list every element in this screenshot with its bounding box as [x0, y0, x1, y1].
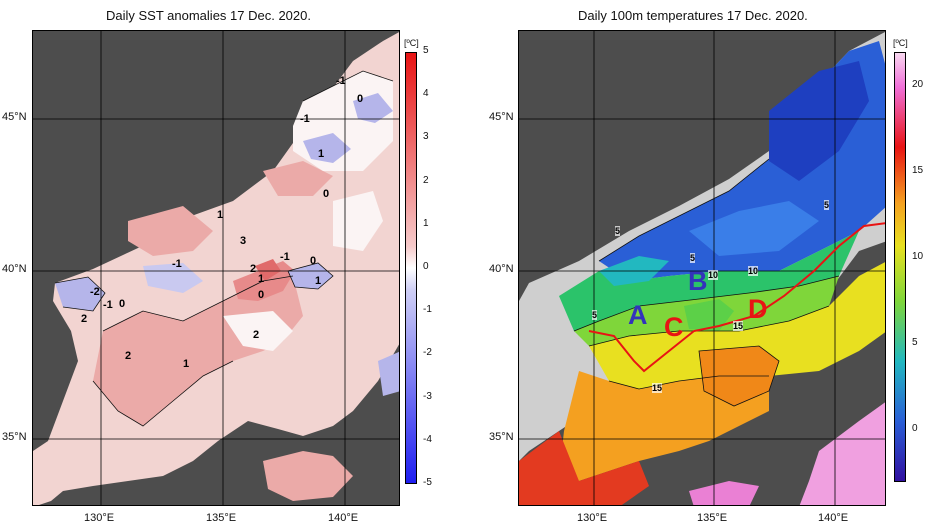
lon-tick-label: 130°E [84, 512, 115, 524]
zone-label: B [688, 266, 708, 296]
temperature-colorbar [894, 52, 906, 482]
lat-tick-label: 35°N [2, 431, 27, 443]
contour-label: 2 [250, 263, 257, 275]
lat-tick-label: 35°N [489, 431, 514, 443]
left-colorbar-unit: [ºC] [404, 38, 419, 48]
colorbar-tick-label: 10 [912, 251, 924, 263]
lon-tick-label: 140°E [328, 512, 359, 524]
contour-label: 0 [323, 188, 330, 200]
contour-label: -1 [103, 299, 113, 311]
contour-label: 0 [258, 289, 265, 301]
zone-label: C [664, 312, 684, 342]
sst-anomaly-map [32, 30, 400, 506]
contour-label: 1 [318, 148, 325, 160]
colorbar-tick-label: 0 [912, 423, 918, 435]
colorbar-tick-label: 15 [912, 165, 924, 177]
lon-tick-label: 140°E [818, 512, 849, 524]
contour-label: 5 [824, 200, 830, 210]
lon-tick-label: 135°E [206, 512, 237, 524]
contour-label: 0 [357, 93, 364, 105]
contour-label: 1 [217, 209, 224, 221]
contour-label: -1 [300, 113, 310, 125]
contour-label: -1 [336, 75, 346, 87]
colorbar-tick-label: -4 [423, 433, 432, 445]
contour-label: 0 [119, 298, 126, 310]
lat-tick-label: 40°N [489, 263, 514, 275]
zone-label: D [748, 294, 768, 324]
colorbar-tick-label: 5 [912, 337, 918, 349]
contour-label: 1 [315, 275, 322, 287]
lon-tick-label: 135°E [697, 512, 728, 524]
left-panel-title: Daily SST anomalies 17 Dec. 2020. [106, 8, 311, 23]
contour-label: 1 [258, 273, 265, 285]
contour-label: 5 [690, 253, 696, 263]
lat-tick-label: 45°N [489, 111, 514, 123]
front-line [588, 222, 885, 373]
zone-label: A [628, 300, 648, 330]
colorbar-tick-label: 5 [423, 45, 429, 56]
contour-label: -1 [172, 258, 182, 270]
colorbar-tick-label: 4 [423, 88, 429, 100]
colorbar-tick-label: 3 [423, 131, 429, 143]
contour-label: 0 [310, 255, 317, 267]
contour-label: 10 [748, 266, 759, 276]
contour-label: 2 [253, 329, 260, 341]
lat-tick-label: 45°N [2, 111, 27, 123]
right-colorbar-unit: [ºC] [893, 38, 908, 48]
sst-anomaly-colorbar [405, 52, 417, 484]
contour-label: 15 [733, 321, 744, 331]
colorbar-tick-label: 20 [912, 79, 924, 91]
contour-label: -1 [280, 251, 290, 263]
contour-label: 5 [592, 310, 598, 320]
contour-label: 1 [183, 358, 190, 370]
contour-label: 15 [652, 383, 663, 393]
contour-label: 3 [240, 235, 247, 247]
contour-label: -2 [90, 286, 100, 298]
colorbar-tick-label: -2 [423, 347, 432, 359]
colorbar-tick-label: 0 [423, 261, 429, 272]
colorbar-tick-label: 2 [423, 174, 429, 186]
contour-label: 2 [125, 350, 132, 362]
colorbar-tick-label: -3 [423, 390, 432, 402]
right-panel-title: Daily 100m temperatures 17 Dec. 2020. [578, 8, 808, 23]
colorbar-tick-label: 1 [423, 217, 429, 229]
contour-label: 10 [708, 270, 719, 280]
lon-tick-label: 130°E [577, 512, 608, 524]
temperature-100m-map [518, 30, 886, 506]
contour-label: 5 [615, 226, 621, 236]
colorbar-tick-label: -1 [423, 304, 432, 316]
colorbar-tick-label: -5 [423, 477, 432, 488]
lat-tick-label: 40°N [2, 263, 27, 275]
contour-label: 2 [81, 313, 88, 325]
